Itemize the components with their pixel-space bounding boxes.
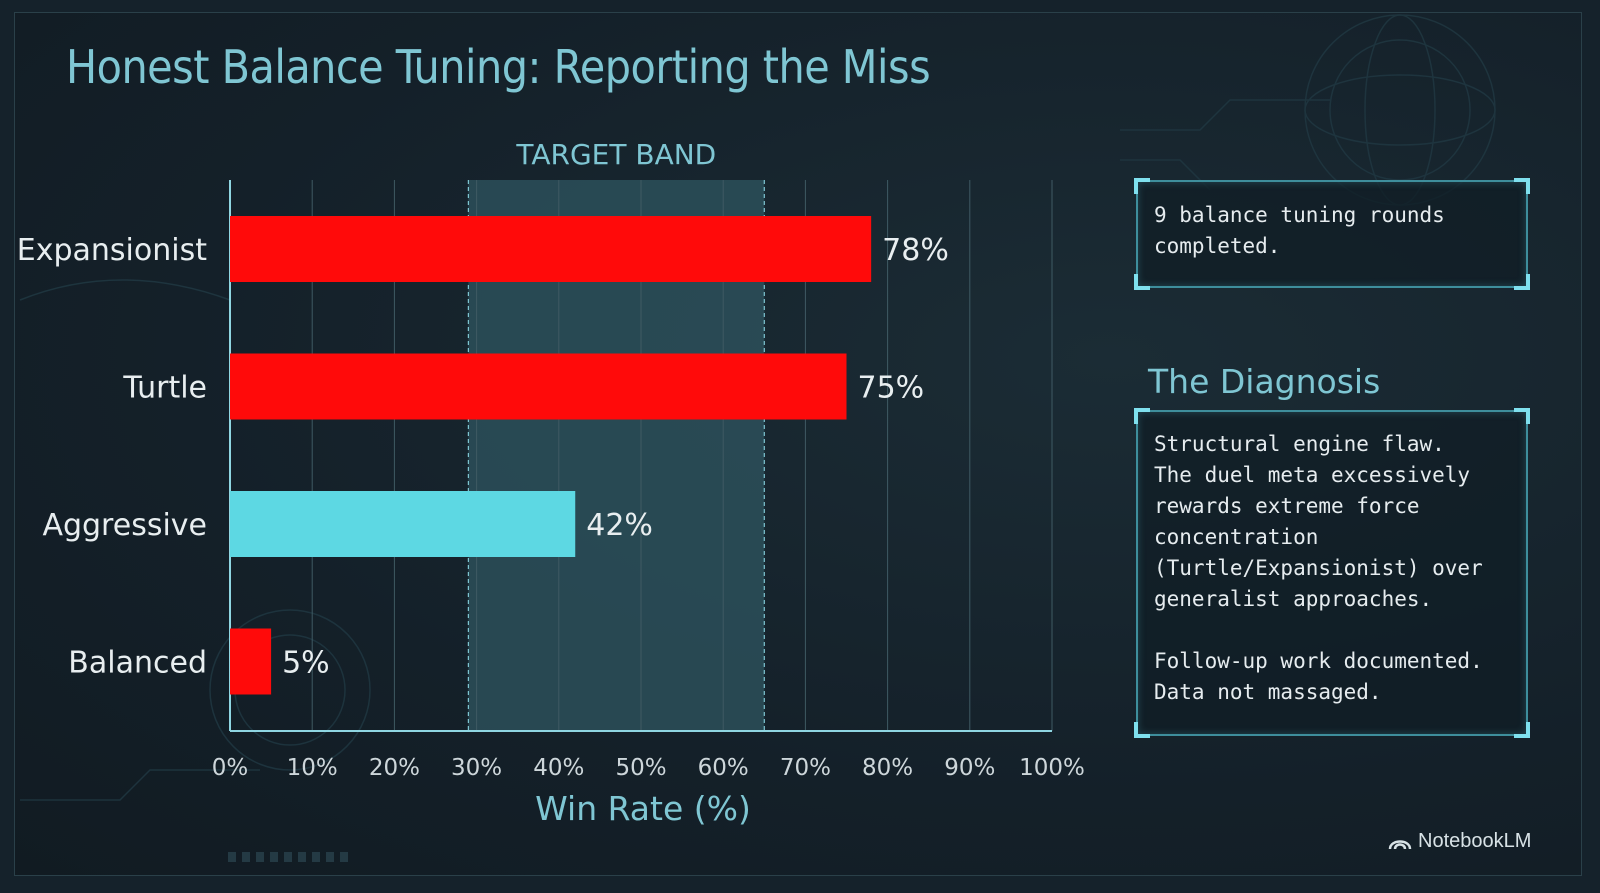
bar (230, 353, 847, 420)
x-axis-title: Win Rate (%) (535, 789, 751, 828)
corner-bracket (1514, 274, 1530, 290)
bar-value-label: 75% (858, 371, 925, 406)
x-tick-label: 20% (369, 755, 420, 781)
bar-value-label: 42% (586, 508, 653, 543)
target-band-label: TARGET BAND (515, 138, 716, 171)
win-rate-bar-chart: TARGET BAND 0% 10% 20% 30% 40% 50% 60% 70% 80% 90%… (17, 138, 1085, 828)
category-label: Turtle (122, 371, 207, 406)
x-tick-label: 50% (615, 755, 666, 781)
bar (230, 628, 272, 695)
bar-value-label: 78% (882, 233, 949, 268)
notebooklm-logo-icon (1388, 839, 1412, 849)
summary-panel: 9 balance tuning rounds completed. (1134, 178, 1530, 290)
bar (230, 216, 872, 282)
corner-bracket (1134, 722, 1150, 738)
x-tick-label: 70% (780, 755, 831, 781)
diagnosis-title: The Diagnosis (1148, 362, 1381, 401)
brand-name: NotebookLM (1418, 830, 1532, 852)
x-tick-label: 30% (451, 755, 502, 781)
summary-text: 9 balance tuning rounds completed. (1154, 203, 1445, 258)
bar (230, 491, 576, 557)
category-label: Balanced (68, 646, 207, 681)
corner-bracket (1134, 178, 1150, 194)
corner-bracket (1134, 274, 1150, 290)
x-tick-label: 10% (287, 755, 338, 781)
diagnosis-panel: Structural engine flaw. The duel meta ex… (1134, 408, 1530, 738)
corner-bracket (1134, 408, 1150, 424)
diagnosis-text: Structural engine flaw. The duel meta ex… (1154, 432, 1483, 704)
corner-bracket (1514, 178, 1530, 194)
slide-title: Honest Balance Tuning: Reporting the Mis… (66, 40, 931, 94)
brand-watermark: NotebookLM (1388, 830, 1531, 853)
x-tick-label: 80% (862, 755, 913, 781)
corner-bracket (1514, 408, 1530, 424)
x-tick-label: 90% (944, 755, 995, 781)
x-tick-label: 100% (1019, 755, 1085, 781)
bar-value-label: 5% (282, 646, 330, 681)
corner-bracket (1514, 722, 1530, 738)
x-tick-label: 40% (533, 755, 584, 781)
category-label: Aggressive (42, 508, 207, 543)
category-label: Expansionist (17, 233, 207, 268)
x-tick-label: 60% (698, 755, 749, 781)
x-tick-label: 0% (212, 755, 249, 781)
